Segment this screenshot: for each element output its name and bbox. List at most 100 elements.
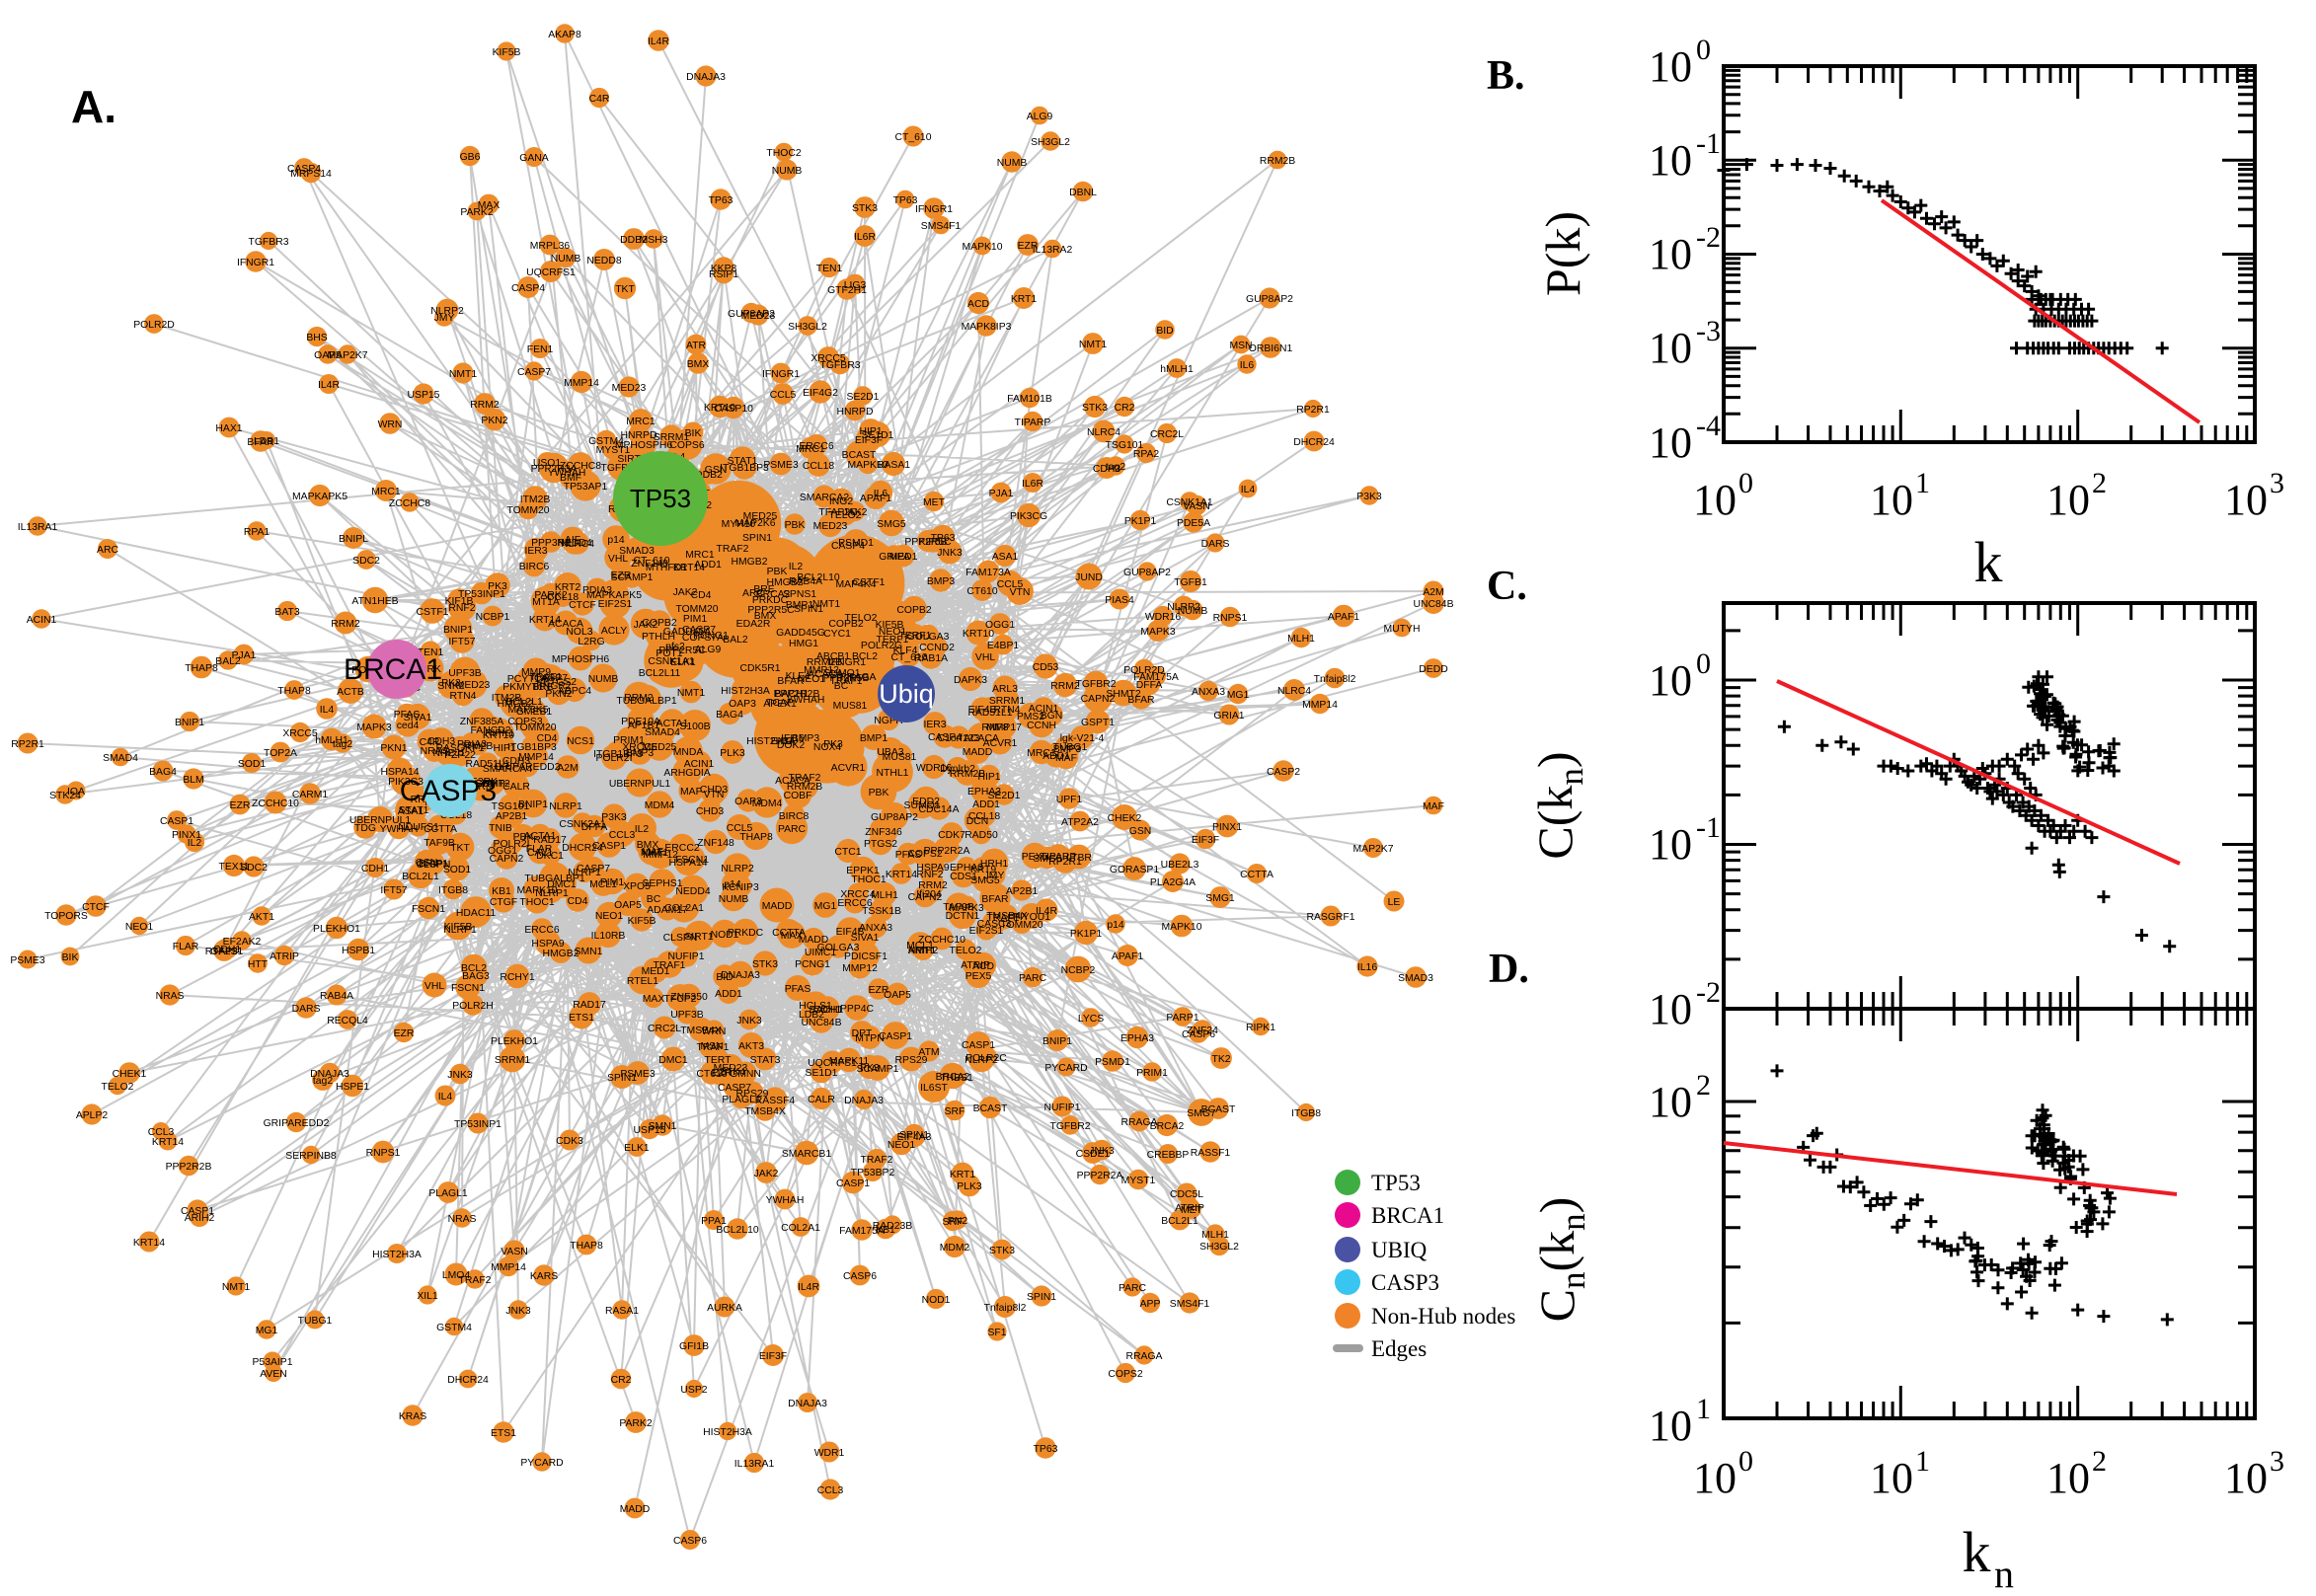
- svg-text:BAG4: BAG4: [149, 767, 177, 778]
- svg-text:PSMD1: PSMD1: [838, 538, 874, 549]
- svg-text:DMC1: DMC1: [658, 1055, 688, 1066]
- svg-text:CCL5: CCL5: [770, 390, 797, 401]
- svg-text:PBK: PBK: [767, 567, 788, 577]
- svg-text:SMARCA2: SMARCA2: [800, 493, 849, 503]
- svg-text:NEO1: NEO1: [595, 911, 624, 922]
- svg-text:MAPK10: MAPK10: [1161, 922, 1201, 933]
- svg-text:PFAS: PFAS: [895, 850, 922, 861]
- svg-text:RASSF1: RASSF1: [1191, 1148, 1231, 1159]
- svg-text:ERCC6: ERCC6: [524, 925, 559, 936]
- svg-text:MAPK3: MAPK3: [1140, 627, 1175, 638]
- svg-text:ABCB1: ABCB1: [816, 651, 850, 662]
- svg-text:TSG101: TSG101: [1106, 440, 1144, 451]
- svg-text:ACACA: ACACA: [964, 733, 999, 744]
- svg-text:HIST2H3A: HIST2H3A: [746, 736, 796, 747]
- svg-text:MAPK10: MAPK10: [847, 460, 888, 471]
- svg-text:PIM1: PIM1: [600, 877, 624, 888]
- svg-text:SMG1: SMG1: [1205, 893, 1235, 904]
- svg-text:BMP3: BMP3: [792, 733, 820, 744]
- svg-text:KARS: KARS: [530, 1271, 558, 1282]
- svg-text:FSCN1: FSCN1: [675, 855, 709, 866]
- svg-text:MG1: MG1: [814, 901, 837, 912]
- svg-text:YWHAH: YWHAH: [766, 1195, 805, 1206]
- svg-text:BMX: BMX: [754, 611, 777, 622]
- svg-text:BC: BC: [834, 681, 849, 692]
- svg-text:JAK2: JAK2: [673, 587, 698, 598]
- svg-text:RAD17: RAD17: [533, 835, 567, 846]
- svg-text:GUP8AP2: GUP8AP2: [1123, 568, 1171, 578]
- svg-text:SH3GL2: SH3GL2: [1199, 1242, 1239, 1253]
- svg-text:POLR2H: POLR2H: [452, 1001, 494, 1012]
- svg-text:n: n: [1994, 1552, 2014, 1591]
- svg-text:CDH3: CDH3: [1093, 464, 1121, 475]
- svg-text:DNAJA3: DNAJA3: [310, 1069, 349, 1080]
- svg-text:0: 0: [1738, 467, 1753, 499]
- svg-text:USP15: USP15: [408, 390, 440, 401]
- svg-text:MAX: MAX: [781, 931, 804, 942]
- svg-text:KRT1: KRT1: [1011, 294, 1038, 305]
- svg-text:BACH1: BACH1: [810, 1005, 844, 1016]
- svg-text:HAX1: HAX1: [215, 423, 242, 434]
- svg-text:IL4: IL4: [438, 1092, 453, 1102]
- svg-text:ING2: ING2: [829, 496, 853, 507]
- svg-text:10: 10: [1693, 1454, 1737, 1502]
- svg-text:PARC: PARC: [1019, 973, 1047, 984]
- svg-text:SE2D1: SE2D1: [988, 791, 1021, 801]
- svg-text:PEX5: PEX5: [1022, 852, 1048, 863]
- svg-text:BRE: BRE: [532, 682, 553, 693]
- svg-text:NUFIP1: NUFIP1: [1044, 1102, 1081, 1113]
- svg-text:CALR: CALR: [502, 782, 530, 793]
- svg-text:USP2: USP2: [680, 1385, 707, 1396]
- svg-text:PPP2R5C: PPP2R5C: [904, 537, 952, 548]
- svg-text:NRAS: NRAS: [156, 991, 185, 1002]
- svg-text:KIF1B: KIF1B: [445, 596, 474, 607]
- svg-text:Dynlrb2: Dynlrb2: [940, 764, 975, 775]
- svg-text:TELO2: TELO2: [950, 946, 982, 956]
- svg-text:RCHY1: RCHY1: [500, 972, 534, 983]
- svg-text:AKAP8: AKAP8: [548, 30, 581, 40]
- svg-text:CLSPN: CLSPN: [417, 860, 451, 871]
- svg-text:BCL2L1: BCL2L1: [1161, 1216, 1198, 1227]
- svg-text:NLRP2: NLRP2: [965, 1055, 998, 1066]
- svg-text:NLRP2: NLRP2: [430, 306, 464, 317]
- svg-text:CASP7: CASP7: [682, 625, 716, 636]
- svg-text:PSMD1: PSMD1: [1095, 1057, 1130, 1068]
- svg-text:JNK3: JNK3: [937, 548, 963, 559]
- svg-text:OGG1: OGG1: [985, 620, 1015, 631]
- svg-text:CASP6: CASP6: [843, 1271, 877, 1282]
- svg-text:ALG9: ALG9: [695, 645, 722, 655]
- svg-text:SOD1: SOD1: [238, 759, 267, 770]
- svg-text:PIK3CG: PIK3CG: [1010, 511, 1047, 522]
- svg-text:SIVA1: SIVA1: [851, 933, 880, 944]
- svg-text:DBNL: DBNL: [1069, 188, 1097, 198]
- svg-text:UPF3B: UPF3B: [670, 1010, 704, 1021]
- svg-text:NMT1: NMT1: [677, 688, 706, 699]
- svg-text:ANXA3: ANXA3: [859, 923, 892, 934]
- svg-text:SMARCB1: SMARCB1: [782, 1149, 831, 1160]
- svg-text:CD4: CD4: [537, 733, 558, 744]
- svg-text:THOC1: THOC1: [851, 874, 886, 885]
- svg-text:EIF4B: EIF4B: [968, 705, 997, 716]
- svg-text:SPIN1: SPIN1: [1027, 1292, 1056, 1303]
- svg-text:10: 10: [1649, 1402, 1692, 1450]
- svg-text:ZNF148: ZNF148: [697, 838, 734, 849]
- svg-text:TP53BP2: TP53BP2: [851, 1168, 895, 1178]
- svg-text:MYST1: MYST1: [596, 445, 631, 456]
- svg-text:EIF4G2: EIF4G2: [803, 388, 838, 399]
- svg-text:NLRP1: NLRP1: [549, 801, 582, 812]
- svg-text:RAD17: RAD17: [573, 1000, 606, 1011]
- svg-text:ACACA: ACACA: [548, 619, 583, 630]
- svg-text:RRAGA: RRAGA: [840, 672, 877, 683]
- svg-text:RRM2B: RRM2B: [807, 657, 842, 668]
- svg-text:TRAF2: TRAF2: [717, 544, 749, 555]
- svg-text:BMP1: BMP1: [786, 600, 814, 611]
- svg-text:FNGR2: FNGR2: [536, 681, 571, 692]
- svg-text:PARC: PARC: [1119, 1283, 1147, 1294]
- svg-text:BRCA2: BRCA2: [756, 589, 791, 600]
- svg-text:DFFA: DFFA: [1136, 680, 1163, 691]
- svg-text:KKP8: KKP8: [711, 264, 737, 274]
- svg-text:SOD1: SOD1: [443, 865, 472, 875]
- svg-text:ATRIP: ATRIP: [270, 951, 299, 962]
- svg-text:CASP10: CASP10: [714, 404, 753, 415]
- svg-text:UPF1: UPF1: [1056, 795, 1083, 805]
